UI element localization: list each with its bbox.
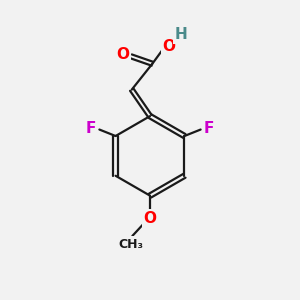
- Text: F: F: [86, 121, 96, 136]
- Text: H: H: [174, 27, 187, 42]
- Text: O: O: [143, 211, 157, 226]
- Text: CH₃: CH₃: [118, 238, 143, 251]
- Text: O: O: [116, 46, 129, 62]
- Text: O: O: [162, 39, 175, 54]
- Text: F: F: [204, 121, 214, 136]
